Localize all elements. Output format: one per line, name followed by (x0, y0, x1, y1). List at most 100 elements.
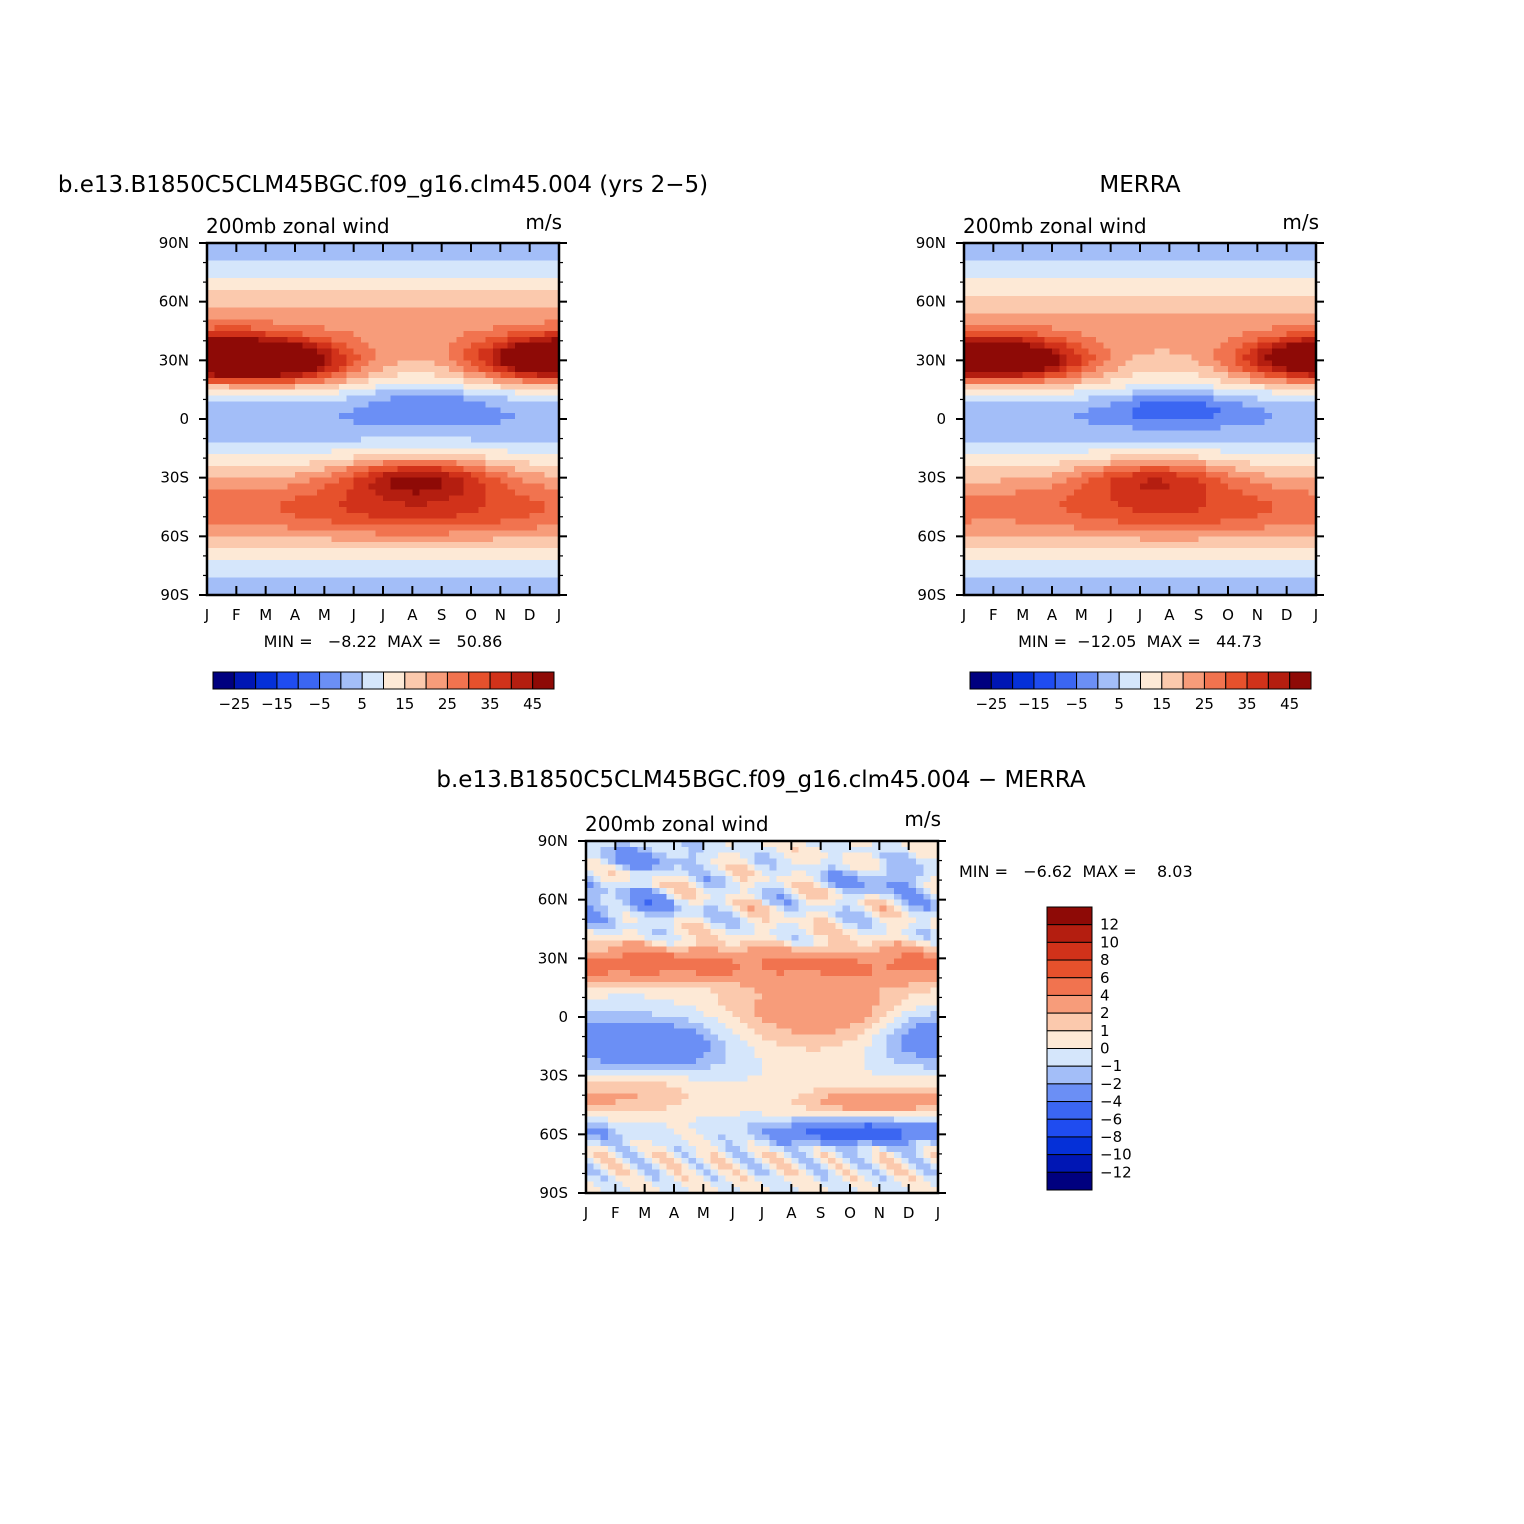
contour-cell (419, 354, 428, 361)
contour-cell (1022, 542, 1031, 549)
contour-cell (1110, 366, 1119, 373)
contour-cell (243, 289, 252, 297)
colorbar-swatch (425, 671, 448, 690)
contour-cell (537, 243, 545, 250)
contour-cell (456, 430, 465, 438)
contour-cell (368, 483, 377, 490)
contour-cell (1118, 413, 1126, 420)
contour-cell (522, 295, 531, 303)
contour-cell (1118, 319, 1126, 326)
contour-cell (265, 512, 274, 520)
contour-cell (1198, 512, 1207, 520)
contour-cell (463, 524, 472, 532)
contour-cell (214, 501, 223, 508)
contour-cell (434, 477, 443, 485)
contour-cell (441, 377, 450, 385)
contour-cell (507, 589, 516, 596)
contour-cell (1169, 512, 1178, 520)
contour-cell (971, 413, 980, 420)
contour-cell (1132, 372, 1141, 379)
contour-cell (1066, 336, 1075, 344)
contour-cell (236, 495, 245, 502)
contour-cell (1037, 319, 1046, 326)
contour-cell (544, 583, 553, 590)
contour-cell (1154, 254, 1163, 262)
contour-cell (1096, 442, 1104, 449)
contour-cell (287, 424, 296, 432)
contour-cell (441, 589, 450, 596)
contour-cell (265, 366, 274, 373)
contour-cell (434, 342, 443, 350)
contour-cell (1110, 442, 1119, 449)
contour-cell (1066, 424, 1075, 432)
contour-cell (375, 360, 384, 367)
contour-cell (317, 471, 325, 479)
contour-cell (551, 501, 560, 508)
contour-cell (1176, 542, 1185, 549)
contour-cell (507, 407, 516, 414)
contour-cell (331, 289, 340, 297)
contour-cell (471, 354, 479, 361)
colorbar-swatch (255, 671, 278, 690)
contour-cell (1110, 465, 1119, 473)
contour-cell (986, 436, 994, 444)
contour-cell (434, 436, 443, 444)
contour-cell (419, 460, 428, 467)
contour-cell (1147, 530, 1156, 537)
contour-cell (236, 372, 245, 379)
contour-cell (1103, 548, 1112, 555)
contour-cell (419, 565, 428, 573)
contour-cell (1140, 442, 1148, 449)
contour-cell (1074, 354, 1082, 361)
contour-cell (353, 501, 362, 508)
contour-cell (1154, 389, 1163, 397)
contour-cell (964, 254, 972, 262)
contour-cell (383, 436, 391, 444)
contour-cell (463, 331, 472, 338)
contour-cell (251, 348, 259, 356)
contour-cell (1088, 577, 1097, 584)
contour-cell (434, 243, 443, 250)
contour-cell (1052, 272, 1060, 279)
colorbar-label: −15 (261, 695, 293, 713)
contour-cell (1169, 553, 1178, 561)
x-tick-label: M (318, 606, 331, 624)
contour-cell (971, 284, 980, 291)
colorbar-swatch (510, 671, 534, 690)
contour-cell (1191, 477, 1200, 485)
contour-cell (1110, 553, 1119, 561)
contour-cell (221, 565, 230, 573)
contour-cell (412, 313, 421, 320)
contour-cell (471, 377, 479, 385)
contour-cell (229, 419, 237, 426)
contour-cell (412, 325, 421, 332)
contour-cell (500, 401, 509, 408)
contour-cell (441, 389, 450, 397)
contour-cell (390, 389, 399, 397)
contour-cell (361, 530, 369, 537)
contour-cell (229, 301, 237, 309)
contour-cell (251, 395, 259, 402)
contour-cell (324, 278, 333, 285)
contour-cell (295, 360, 303, 367)
contour-cell (434, 348, 443, 356)
contour-cell (478, 295, 487, 303)
contour-cell (287, 454, 296, 461)
contour-cell (1074, 448, 1082, 455)
contour-cell (515, 442, 523, 449)
contour-cell (463, 477, 472, 485)
contour-cell (243, 331, 252, 338)
contour-cell (1030, 272, 1038, 279)
contour-cell (419, 542, 428, 549)
contour-cell (529, 272, 538, 279)
contour-cell (229, 571, 237, 578)
contour-cell (493, 483, 501, 490)
contour-cell (397, 512, 406, 520)
contour-cell (1184, 354, 1192, 361)
contour-cell (515, 413, 523, 420)
contour-cell (309, 583, 318, 590)
contour-cell (493, 524, 501, 532)
contour-cell (1103, 489, 1112, 496)
contour-cell (251, 313, 259, 320)
contour-cell (258, 483, 267, 490)
